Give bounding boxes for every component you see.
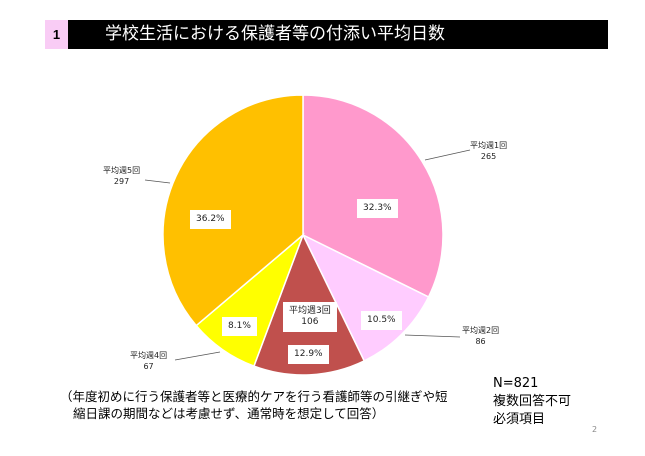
section-number: 1 (45, 20, 68, 49)
pie-slice-5 (162, 94, 304, 327)
slice-label-2: 平均週2回 86 (462, 326, 500, 346)
summary: N=821 複数回答不可 必須項目 (493, 376, 572, 427)
percent-label-5: 36.2% (190, 210, 231, 229)
leader-line-4 (174, 351, 221, 361)
percent-label-2: 10.5% (361, 311, 402, 330)
footnote: （年度初めに行う保護者等と医療的ケアを行う看護師等の引継ぎや短 縮日課の期間などは… (60, 389, 448, 421)
leader-line-2 (404, 334, 461, 338)
page-title: 学校生活における保護者等の付添い平均日数 (105, 24, 445, 44)
leader-line-1 (424, 149, 471, 161)
title-bar: 1 学校生活における保護者等の付添い平均日数 (45, 20, 608, 49)
pie-slice-1 (302, 94, 444, 298)
slice-label-3: 平均週3回 106 (283, 302, 337, 332)
slice-label-1: 平均週1回 265 (470, 141, 508, 161)
percent-label-1: 32.3% (357, 199, 398, 218)
slice-label-5: 平均週5回 297 (103, 166, 141, 186)
slice-label-4: 平均週4回 67 (130, 351, 168, 371)
percent-label-4: 8.1% (222, 317, 257, 336)
leader-line-5 (144, 179, 171, 184)
percent-label-3: 12.9% (288, 345, 329, 364)
page-number: 2 (592, 425, 598, 434)
